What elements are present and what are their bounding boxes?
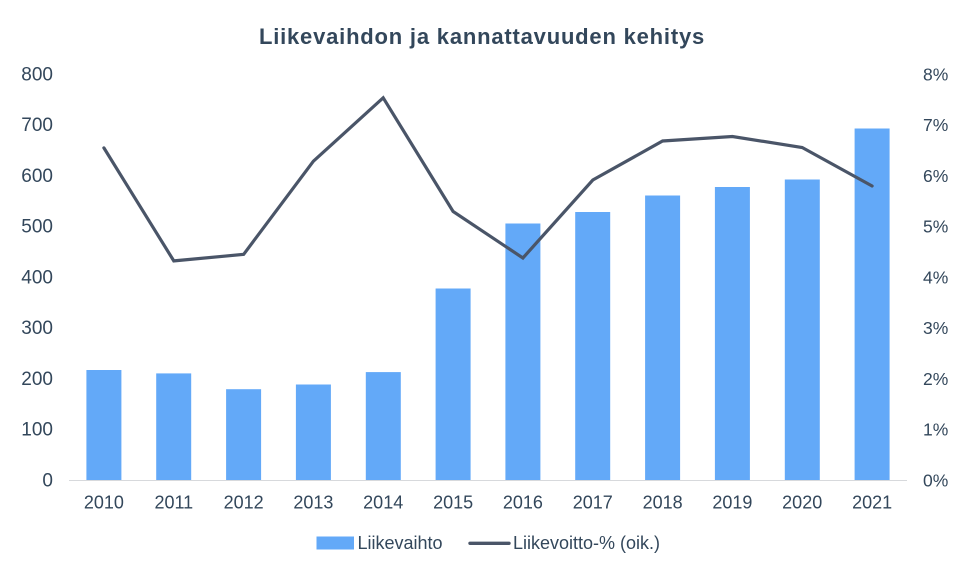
svg-text:3%: 3%: [923, 318, 948, 338]
svg-text:Liikevoitto-% (oik.): Liikevoitto-% (oik.): [513, 533, 660, 553]
svg-text:100: 100: [21, 420, 53, 441]
svg-text:2019: 2019: [712, 492, 752, 512]
svg-text:4%: 4%: [923, 267, 948, 287]
svg-text:2014: 2014: [363, 492, 403, 512]
svg-text:2011: 2011: [154, 492, 193, 512]
svg-text:2012: 2012: [224, 492, 264, 512]
svg-text:800: 800: [21, 64, 53, 85]
svg-text:2018: 2018: [643, 492, 683, 512]
svg-text:2017: 2017: [573, 492, 613, 512]
svg-text:0: 0: [42, 470, 53, 491]
svg-text:600: 600: [21, 166, 53, 187]
svg-text:8%: 8%: [923, 64, 948, 84]
svg-text:2016: 2016: [503, 492, 543, 512]
svg-text:500: 500: [21, 217, 53, 238]
svg-text:2010: 2010: [84, 492, 124, 512]
svg-text:2015: 2015: [433, 492, 473, 512]
svg-text:Liikevaihdon ja kannattavuuden: Liikevaihdon ja kannattavuuden kehitys: [259, 24, 705, 49]
svg-text:2%: 2%: [923, 369, 948, 389]
svg-text:300: 300: [21, 318, 53, 339]
svg-text:6%: 6%: [923, 166, 948, 186]
svg-text:0%: 0%: [923, 470, 948, 490]
svg-text:2021: 2021: [852, 492, 892, 512]
svg-text:400: 400: [21, 267, 53, 288]
svg-text:2013: 2013: [293, 492, 333, 512]
svg-text:200: 200: [21, 369, 53, 390]
svg-text:Liikevaihto: Liikevaihto: [358, 533, 443, 553]
svg-text:700: 700: [21, 115, 53, 136]
svg-text:1%: 1%: [923, 420, 948, 440]
svg-text:7%: 7%: [923, 115, 948, 135]
svg-text:5%: 5%: [923, 217, 948, 237]
svg-text:2020: 2020: [782, 492, 822, 512]
